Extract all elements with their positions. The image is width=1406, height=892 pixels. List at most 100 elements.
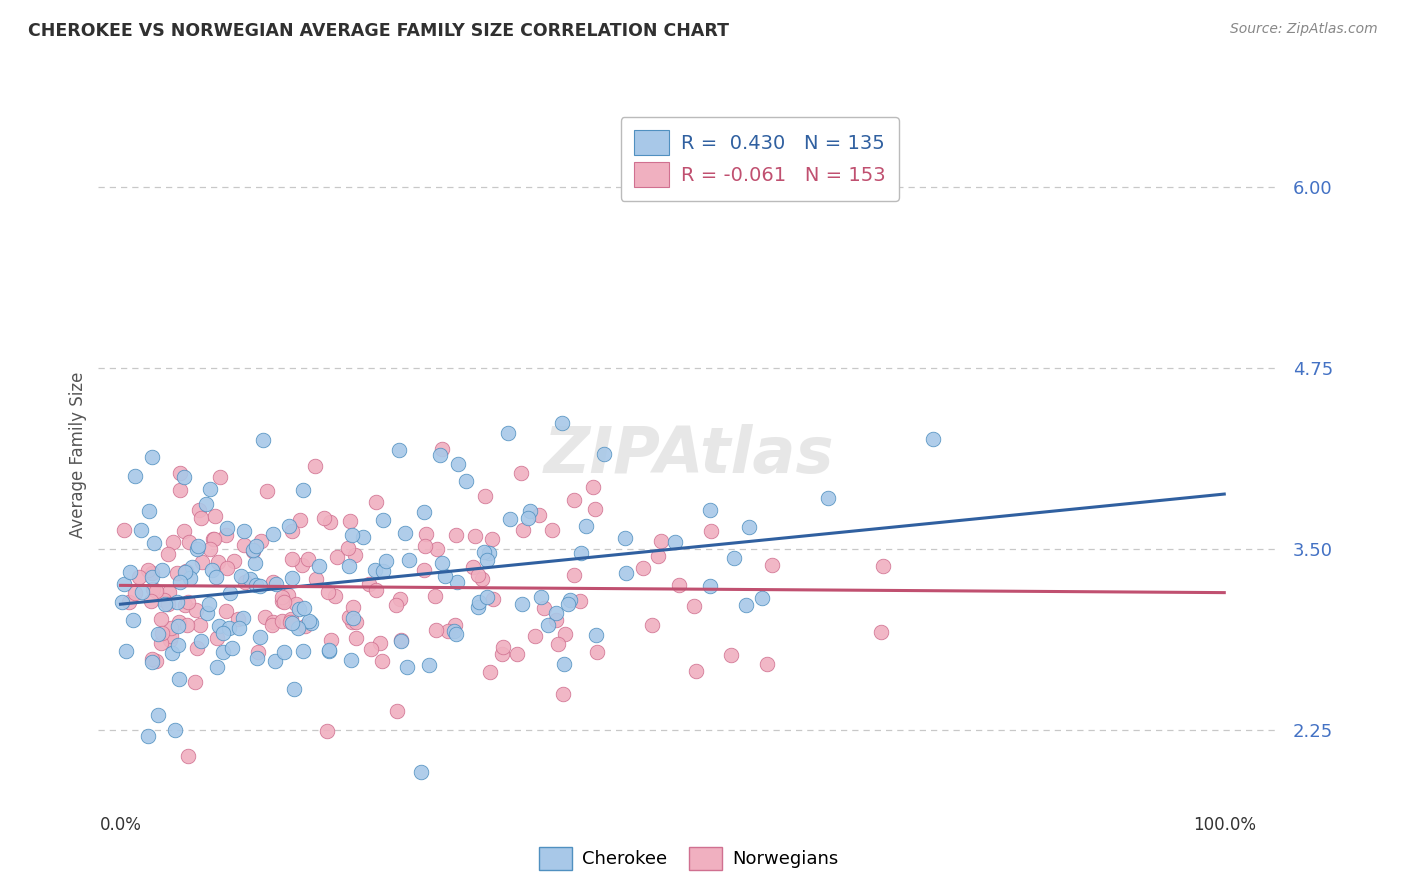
Legend: Cherokee, Norwegians: Cherokee, Norwegians [531,839,846,877]
Point [429,448,451,462]
Point [262,575,284,590]
Point [114,523,136,537]
Point [281,615,304,630]
Point [187,503,209,517]
Point [562,492,585,507]
Point [631,560,654,574]
Point [371,564,394,578]
Point [475,590,498,604]
Point [190,555,212,569]
Point [181,559,204,574]
Point [284,597,307,611]
Point [186,540,208,554]
Point [121,614,143,628]
Point [277,518,299,533]
Point [252,433,274,447]
Point [141,652,163,666]
Point [371,513,394,527]
Point [546,606,568,620]
Point [385,704,408,718]
Point [471,572,494,586]
Point [370,654,392,668]
Point [207,555,229,569]
Point [218,621,240,635]
Point [159,632,181,647]
Point [364,582,387,597]
Point [352,530,374,544]
Point [519,504,541,518]
Point [243,556,266,570]
Point [169,467,191,481]
Point [249,630,271,644]
Point [340,615,363,629]
Point [340,527,363,541]
Point [297,615,319,629]
Point [668,578,690,592]
Point [415,527,437,541]
Point [249,534,271,549]
Point [481,532,503,546]
Point [533,601,555,615]
Point [157,547,180,561]
Point [869,625,891,640]
Point [699,502,721,516]
Point [342,611,364,625]
Point [472,545,495,559]
Point [117,595,139,609]
Point [124,469,146,483]
Point [544,613,567,627]
Point [430,557,453,571]
Point [262,615,284,630]
Point [456,474,478,488]
Point [425,623,447,637]
Point [162,646,184,660]
Point [316,723,339,738]
Point [173,598,195,612]
Point [342,600,364,615]
Point [198,597,221,611]
Point [413,563,436,577]
Point [141,570,163,584]
Point [360,642,382,657]
Point [242,544,264,558]
Point [336,541,359,555]
Point [558,592,581,607]
Point [173,470,195,484]
Point [585,628,607,642]
Point [700,524,723,538]
Point [277,588,299,602]
Point [273,595,295,609]
Point [115,644,138,658]
Point [166,595,188,609]
Point [169,672,191,686]
Point [141,566,163,581]
Point [761,558,783,572]
Point [278,615,301,630]
Point [128,570,150,584]
Point [195,606,218,620]
Point [444,618,467,632]
Point [287,621,309,635]
Point [506,648,529,662]
Point [592,447,614,461]
Point [616,566,638,580]
Point [280,524,302,539]
Point [683,599,706,614]
Point [614,531,637,545]
Point [723,551,745,566]
Point [478,546,501,560]
Point [326,550,349,565]
Point [292,483,315,498]
Point [139,594,162,608]
Point [474,489,496,503]
Point [190,634,212,648]
Point [510,597,533,611]
Point [647,549,669,563]
Point [150,625,173,640]
Point [475,553,498,567]
Point [664,535,686,549]
Point [186,641,208,656]
Point [198,542,221,557]
Point [339,558,361,573]
Point [468,595,491,609]
